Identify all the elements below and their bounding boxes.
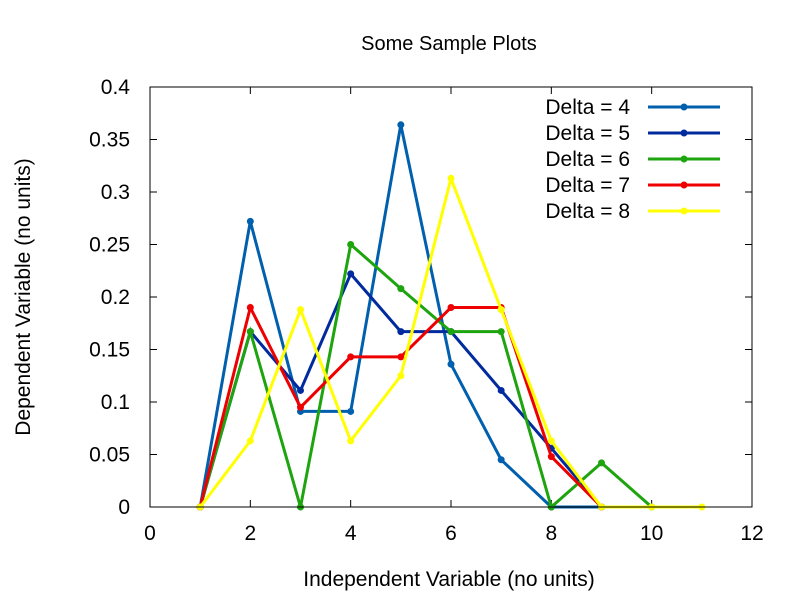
data-point [547, 437, 555, 445]
data-point [447, 304, 455, 311]
plot-frame [149, 86, 753, 508]
data-point [447, 360, 455, 368]
legend-item: Delta = 7 [545, 174, 720, 197]
data-point [347, 353, 355, 361]
series-delta-8 [196, 173, 706, 511]
legend-swatch-point [680, 207, 688, 215]
legend: Delta = 4 Delta = 5 Delta = 6 Delta = 7 Delt… [545, 96, 720, 223]
y-tick-label: 0.15 [89, 339, 130, 362]
x-tick-label: 8 [545, 522, 557, 545]
data-point [497, 306, 505, 314]
series-delta-4 [196, 121, 605, 511]
data-point [347, 407, 355, 415]
y-axis-label: Dependent Variable (no units) [12, 158, 35, 435]
data-point [246, 328, 254, 336]
x-tick-label: 10 [640, 522, 663, 545]
data-point [497, 328, 505, 336]
data-point [397, 121, 405, 129]
legend-item: Delta = 4 [545, 96, 720, 119]
data-point [397, 353, 405, 361]
y-tick-label: 0.1 [101, 391, 130, 414]
data-point [347, 241, 355, 248]
y-tick-label: 0.05 [89, 444, 130, 467]
data-point [598, 459, 605, 467]
legend-swatch-point [680, 181, 688, 189]
legend-item: Delta = 8 [545, 200, 720, 223]
legend-label: Delta = 7 [545, 174, 630, 197]
legend-label: Delta = 4 [545, 96, 630, 119]
data-point [246, 217, 254, 225]
data-point [246, 437, 254, 445]
data-point [297, 306, 304, 314]
x-tick-label: 4 [345, 522, 357, 545]
legend-label: Delta = 8 [545, 200, 630, 223]
data-point [447, 174, 455, 182]
y-tick-label: 0.3 [101, 181, 130, 204]
legend-swatch-point [680, 155, 688, 163]
x-axis-label: Independent Variable (no units) [303, 568, 594, 591]
legend-item: Delta = 6 [545, 148, 720, 171]
y-tick-label: 0.25 [89, 234, 130, 257]
x-tick-label: 0 [144, 522, 156, 545]
x-tick-label: 12 [740, 522, 763, 545]
y-tick-label: 0.4 [101, 76, 131, 99]
x-tick-label: 2 [244, 522, 256, 545]
y-tick-label: 0 [118, 496, 130, 519]
legend-item: Delta = 5 [545, 122, 720, 145]
data-point [397, 328, 405, 336]
data-point [347, 270, 355, 278]
legend-swatch-point [680, 103, 688, 111]
data-point [347, 437, 355, 445]
legend-label: Delta = 6 [545, 148, 630, 171]
y-tick-label: 0.35 [89, 129, 130, 152]
legend-label: Delta = 5 [545, 122, 630, 145]
x-tick-label: 6 [445, 522, 457, 545]
data-point [246, 304, 254, 311]
data-point [297, 403, 304, 411]
series-line [198, 124, 602, 509]
series-line [199, 173, 702, 509]
data-point [397, 372, 405, 380]
series-delta-5 [196, 270, 605, 511]
data-point [397, 285, 405, 293]
y-tick-label: 0.2 [101, 286, 130, 309]
legend-swatch-point [680, 129, 688, 137]
axis-ticks: 0 2 4 6 8 10 12 0 0.05 0.1 0.15 0.2 0.25 0.3 0.35 0.4 [89, 76, 764, 545]
chart-title: Some Sample Plots [361, 33, 537, 55]
series-line [198, 241, 653, 510]
data-point [497, 386, 505, 394]
data-point [497, 456, 505, 464]
data-point [547, 453, 555, 461]
data-point [447, 328, 455, 336]
data-point [297, 386, 304, 394]
